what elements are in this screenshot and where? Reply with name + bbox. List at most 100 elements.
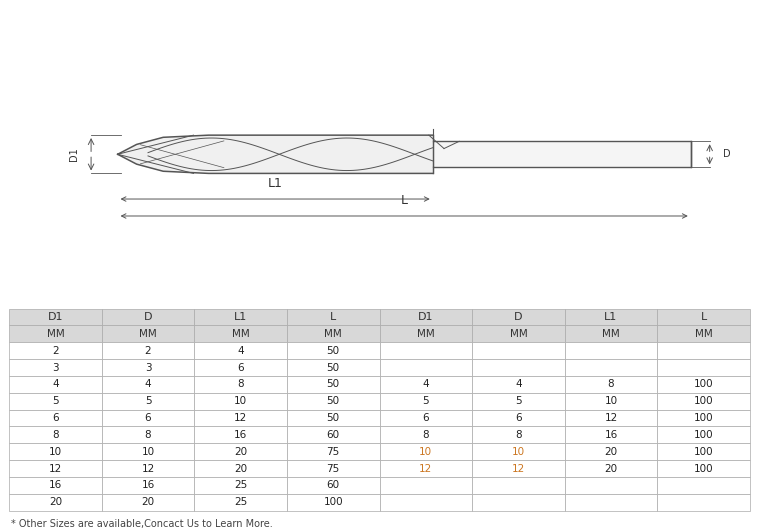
Bar — [565, 460, 657, 477]
Text: 16: 16 — [141, 480, 155, 491]
Bar — [380, 427, 472, 443]
Text: 6: 6 — [423, 413, 429, 423]
Text: 50: 50 — [326, 346, 340, 356]
Bar — [380, 393, 472, 410]
Bar — [472, 460, 565, 477]
Text: 6: 6 — [515, 413, 521, 423]
Bar — [102, 477, 194, 494]
Bar — [194, 393, 287, 410]
Text: MM: MM — [231, 329, 250, 339]
Text: 20: 20 — [604, 447, 618, 457]
Bar — [9, 477, 102, 494]
Bar — [565, 393, 657, 410]
Text: 50: 50 — [326, 413, 340, 423]
Text: 8: 8 — [608, 379, 614, 389]
Text: 100: 100 — [694, 379, 713, 389]
Text: 12: 12 — [512, 463, 525, 473]
Text: 8: 8 — [515, 430, 521, 440]
Text: L: L — [401, 194, 408, 207]
Text: 10: 10 — [141, 447, 155, 457]
Text: 5: 5 — [145, 396, 151, 406]
Bar — [657, 326, 750, 342]
Bar — [472, 494, 565, 511]
Text: L1: L1 — [604, 312, 618, 322]
Bar — [565, 477, 657, 494]
Text: 8: 8 — [238, 379, 244, 389]
Bar — [102, 410, 194, 427]
Bar — [657, 410, 750, 427]
Text: 100: 100 — [694, 447, 713, 457]
Text: 100: 100 — [694, 413, 713, 423]
Text: MM: MM — [602, 329, 620, 339]
Text: 16: 16 — [604, 430, 618, 440]
Bar — [657, 342, 750, 359]
Text: 60: 60 — [326, 430, 340, 440]
Bar — [380, 494, 472, 511]
Bar — [565, 376, 657, 393]
Bar — [433, 142, 691, 167]
Bar — [287, 393, 380, 410]
Bar — [194, 376, 287, 393]
Text: 2: 2 — [52, 346, 58, 356]
Bar — [565, 359, 657, 376]
Bar — [657, 393, 750, 410]
Text: 12: 12 — [234, 413, 247, 423]
Text: 8: 8 — [423, 430, 429, 440]
Text: L1: L1 — [268, 177, 282, 190]
Bar — [102, 326, 194, 342]
Bar — [102, 376, 194, 393]
Text: 10: 10 — [419, 447, 433, 457]
Text: 50: 50 — [326, 396, 340, 406]
Text: L1: L1 — [234, 312, 247, 322]
Bar — [9, 494, 102, 511]
Bar — [287, 309, 380, 326]
Bar — [565, 309, 657, 326]
Text: 10: 10 — [234, 396, 247, 406]
Text: 6: 6 — [52, 413, 58, 423]
Text: 8: 8 — [52, 430, 58, 440]
Bar — [657, 376, 750, 393]
Bar — [380, 410, 472, 427]
Text: 4: 4 — [52, 379, 58, 389]
Bar — [287, 443, 380, 460]
Text: 25: 25 — [234, 480, 247, 491]
Bar — [102, 309, 194, 326]
Bar — [472, 342, 565, 359]
Bar — [565, 427, 657, 443]
Text: 100: 100 — [694, 463, 713, 473]
Text: 20: 20 — [234, 463, 247, 473]
Text: L: L — [330, 312, 336, 322]
Text: 5: 5 — [52, 396, 58, 406]
Bar — [380, 359, 472, 376]
Bar — [9, 376, 102, 393]
Bar — [472, 359, 565, 376]
Bar — [102, 393, 194, 410]
Text: 25: 25 — [234, 497, 247, 508]
Text: MM: MM — [509, 329, 528, 339]
Bar — [472, 309, 565, 326]
Text: MM: MM — [417, 329, 435, 339]
Text: D1: D1 — [418, 312, 433, 322]
Text: 10: 10 — [604, 396, 618, 406]
Text: 4: 4 — [238, 346, 244, 356]
Bar — [9, 427, 102, 443]
Bar — [287, 427, 380, 443]
Bar — [380, 443, 472, 460]
Text: L: L — [701, 312, 707, 322]
Text: 12: 12 — [604, 413, 618, 423]
Text: MM: MM — [46, 329, 65, 339]
Bar — [472, 427, 565, 443]
Bar — [657, 460, 750, 477]
Text: MM: MM — [694, 329, 713, 339]
Bar — [194, 410, 287, 427]
Text: 6: 6 — [145, 413, 151, 423]
Bar — [194, 443, 287, 460]
Text: 12: 12 — [419, 463, 433, 473]
Bar — [565, 410, 657, 427]
Text: 5: 5 — [423, 396, 429, 406]
Bar — [565, 443, 657, 460]
Bar — [102, 443, 194, 460]
Text: 3: 3 — [145, 362, 151, 372]
Text: 2: 2 — [145, 346, 151, 356]
Text: 100: 100 — [323, 497, 343, 508]
